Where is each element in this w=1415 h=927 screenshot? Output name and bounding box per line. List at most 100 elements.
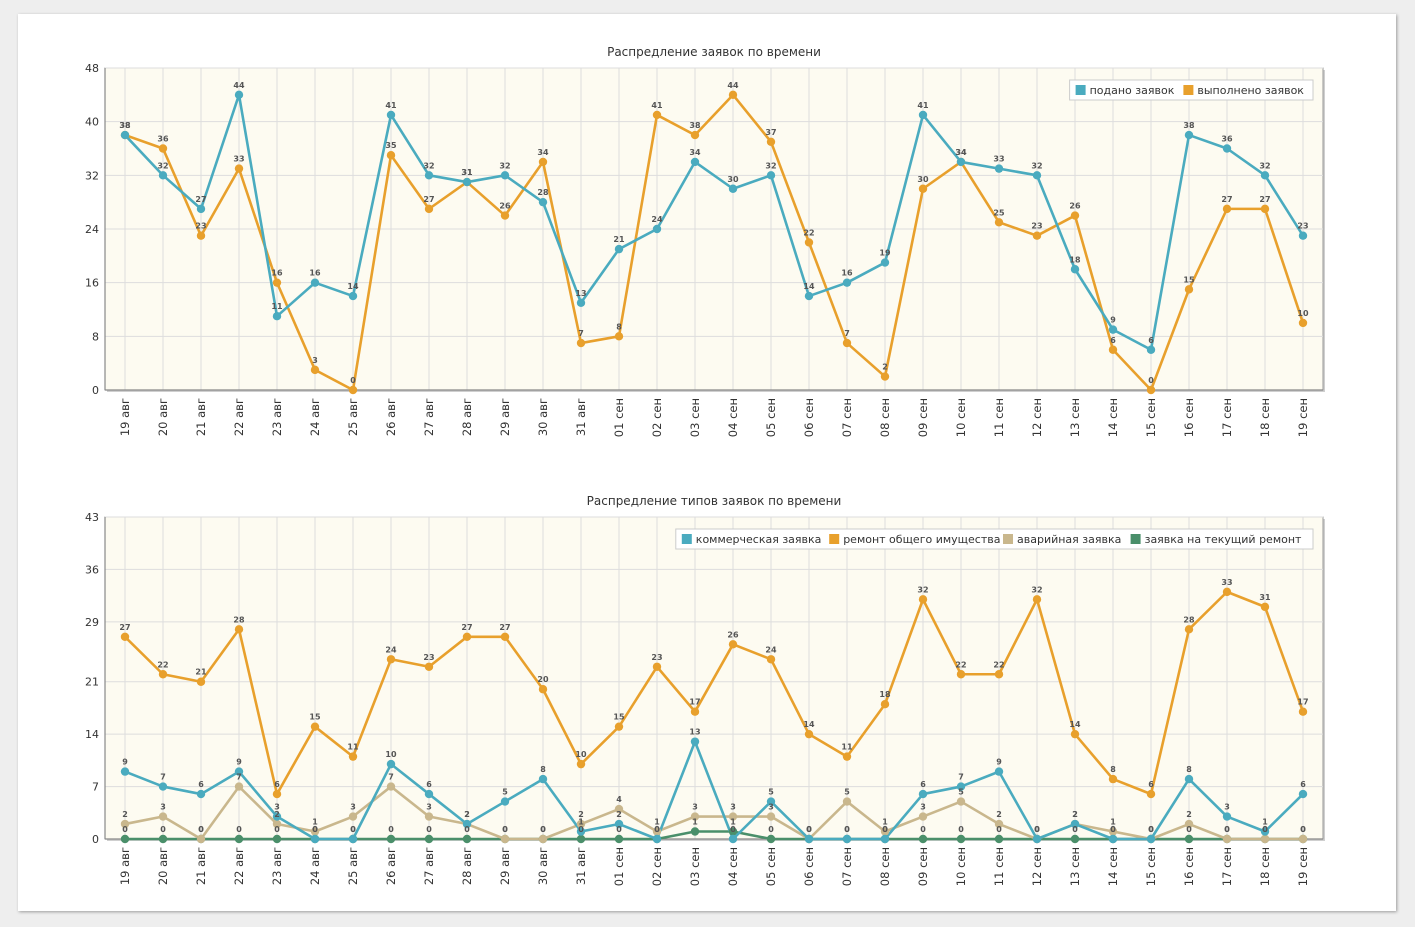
data-point xyxy=(614,722,624,731)
x-tick-label: 31 авг xyxy=(574,398,588,436)
data-label: 34 xyxy=(537,148,549,157)
data-label: 1 xyxy=(730,818,736,827)
data-point xyxy=(1260,602,1270,612)
data-label: 6 xyxy=(1148,336,1154,345)
chart-title: Распредление типов заявок по времени xyxy=(587,494,842,508)
legend-swatch xyxy=(1003,534,1013,544)
requests-over-time-chart: Распредление заявок по времени0816243240… xyxy=(85,45,1325,437)
data-label: 22 xyxy=(803,228,814,237)
data-label: 36 xyxy=(1221,135,1233,144)
data-point xyxy=(614,244,624,254)
data-point xyxy=(158,782,168,791)
data-label: 27 xyxy=(1259,195,1270,204)
x-tick-label: 19 авг xyxy=(118,847,132,885)
data-label: 3 xyxy=(274,803,280,812)
data-label: 0 xyxy=(350,825,356,834)
data-point xyxy=(1070,265,1080,274)
data-point xyxy=(804,729,814,739)
data-label: 8 xyxy=(540,765,546,774)
y-tick-label: 0 xyxy=(92,384,99,397)
chart-title: Распредление заявок по времени xyxy=(607,45,821,59)
data-label: 27 xyxy=(499,623,510,632)
data-point xyxy=(956,670,966,679)
data-point xyxy=(690,157,700,167)
data-label: 34 xyxy=(689,148,701,157)
legend-label: коммерческая заявка xyxy=(696,533,822,546)
data-point xyxy=(918,184,928,193)
data-point xyxy=(1108,345,1118,354)
data-point xyxy=(234,90,244,100)
data-point xyxy=(1184,774,1194,784)
data-label: 0 xyxy=(1300,825,1306,834)
legend-swatch xyxy=(1183,85,1194,95)
data-label: 0 xyxy=(806,825,812,834)
data-label: 0 xyxy=(1148,825,1154,834)
x-tick-label: 01 сен xyxy=(612,847,626,886)
data-point xyxy=(1108,827,1118,836)
data-point xyxy=(158,144,168,153)
x-tick-label: 09 сен xyxy=(916,847,930,886)
data-label: 31 xyxy=(1259,593,1271,602)
data-label: 0 xyxy=(426,825,432,834)
data-point xyxy=(1108,325,1118,334)
data-label: 0 xyxy=(1148,825,1154,834)
data-label: 9 xyxy=(122,758,128,767)
data-point xyxy=(652,110,662,120)
data-point xyxy=(1222,812,1232,821)
x-tick-label: 31 авг xyxy=(574,847,588,885)
data-label: 2 xyxy=(1072,810,1078,819)
data-point xyxy=(956,782,966,791)
x-tick-label: 18 сен xyxy=(1258,398,1272,437)
data-point xyxy=(918,110,928,120)
data-label: 0 xyxy=(844,825,850,834)
data-label: 10 xyxy=(575,750,587,759)
data-point xyxy=(1146,834,1156,844)
data-label: 44 xyxy=(727,81,739,90)
data-label: 14 xyxy=(803,282,815,291)
data-point xyxy=(1260,827,1270,836)
x-tick-label: 05 сен xyxy=(764,847,778,886)
data-point xyxy=(880,834,890,844)
x-tick-label: 16 сен xyxy=(1182,847,1196,886)
x-tick-label: 19 сен xyxy=(1296,847,1310,886)
data-label: 0 xyxy=(920,825,926,834)
data-label: 27 xyxy=(119,623,130,632)
data-label: 13 xyxy=(575,289,586,298)
data-label: 11 xyxy=(347,743,359,752)
data-label: 0 xyxy=(122,825,128,834)
data-point xyxy=(1298,789,1308,799)
legend-label: выполнено заявок xyxy=(1197,84,1304,97)
data-point xyxy=(386,834,396,844)
data-point xyxy=(386,759,396,769)
data-label: 0 xyxy=(160,825,166,834)
data-point xyxy=(766,137,776,146)
data-label: 23 xyxy=(1031,222,1042,231)
data-point xyxy=(652,834,662,844)
data-label: 5 xyxy=(958,788,964,797)
data-label: 24 xyxy=(385,645,397,654)
data-label: 15 xyxy=(613,713,625,722)
data-point xyxy=(614,834,624,844)
data-point xyxy=(690,827,700,836)
data-label: 0 xyxy=(350,376,356,385)
data-label: 0 xyxy=(1224,825,1230,834)
data-label: 41 xyxy=(651,101,663,110)
data-point xyxy=(310,365,320,375)
x-tick-label: 26 авг xyxy=(384,847,398,885)
data-label: 31 xyxy=(461,168,473,177)
data-label: 18 xyxy=(1069,255,1081,264)
data-point xyxy=(728,184,738,193)
series-line xyxy=(124,93,1305,392)
data-point xyxy=(424,812,434,821)
data-point xyxy=(1032,595,1042,604)
data-label: 0 xyxy=(1186,825,1192,834)
x-tick-label: 20 авг xyxy=(156,398,170,436)
data-point xyxy=(1260,171,1270,180)
data-point xyxy=(310,827,320,836)
data-point xyxy=(272,819,282,829)
x-tick-label: 16 сен xyxy=(1182,398,1196,437)
data-label: 9 xyxy=(996,758,1002,767)
data-label: 27 xyxy=(423,195,434,204)
legend-swatch xyxy=(1075,85,1086,95)
data-label: 28 xyxy=(1183,615,1195,624)
